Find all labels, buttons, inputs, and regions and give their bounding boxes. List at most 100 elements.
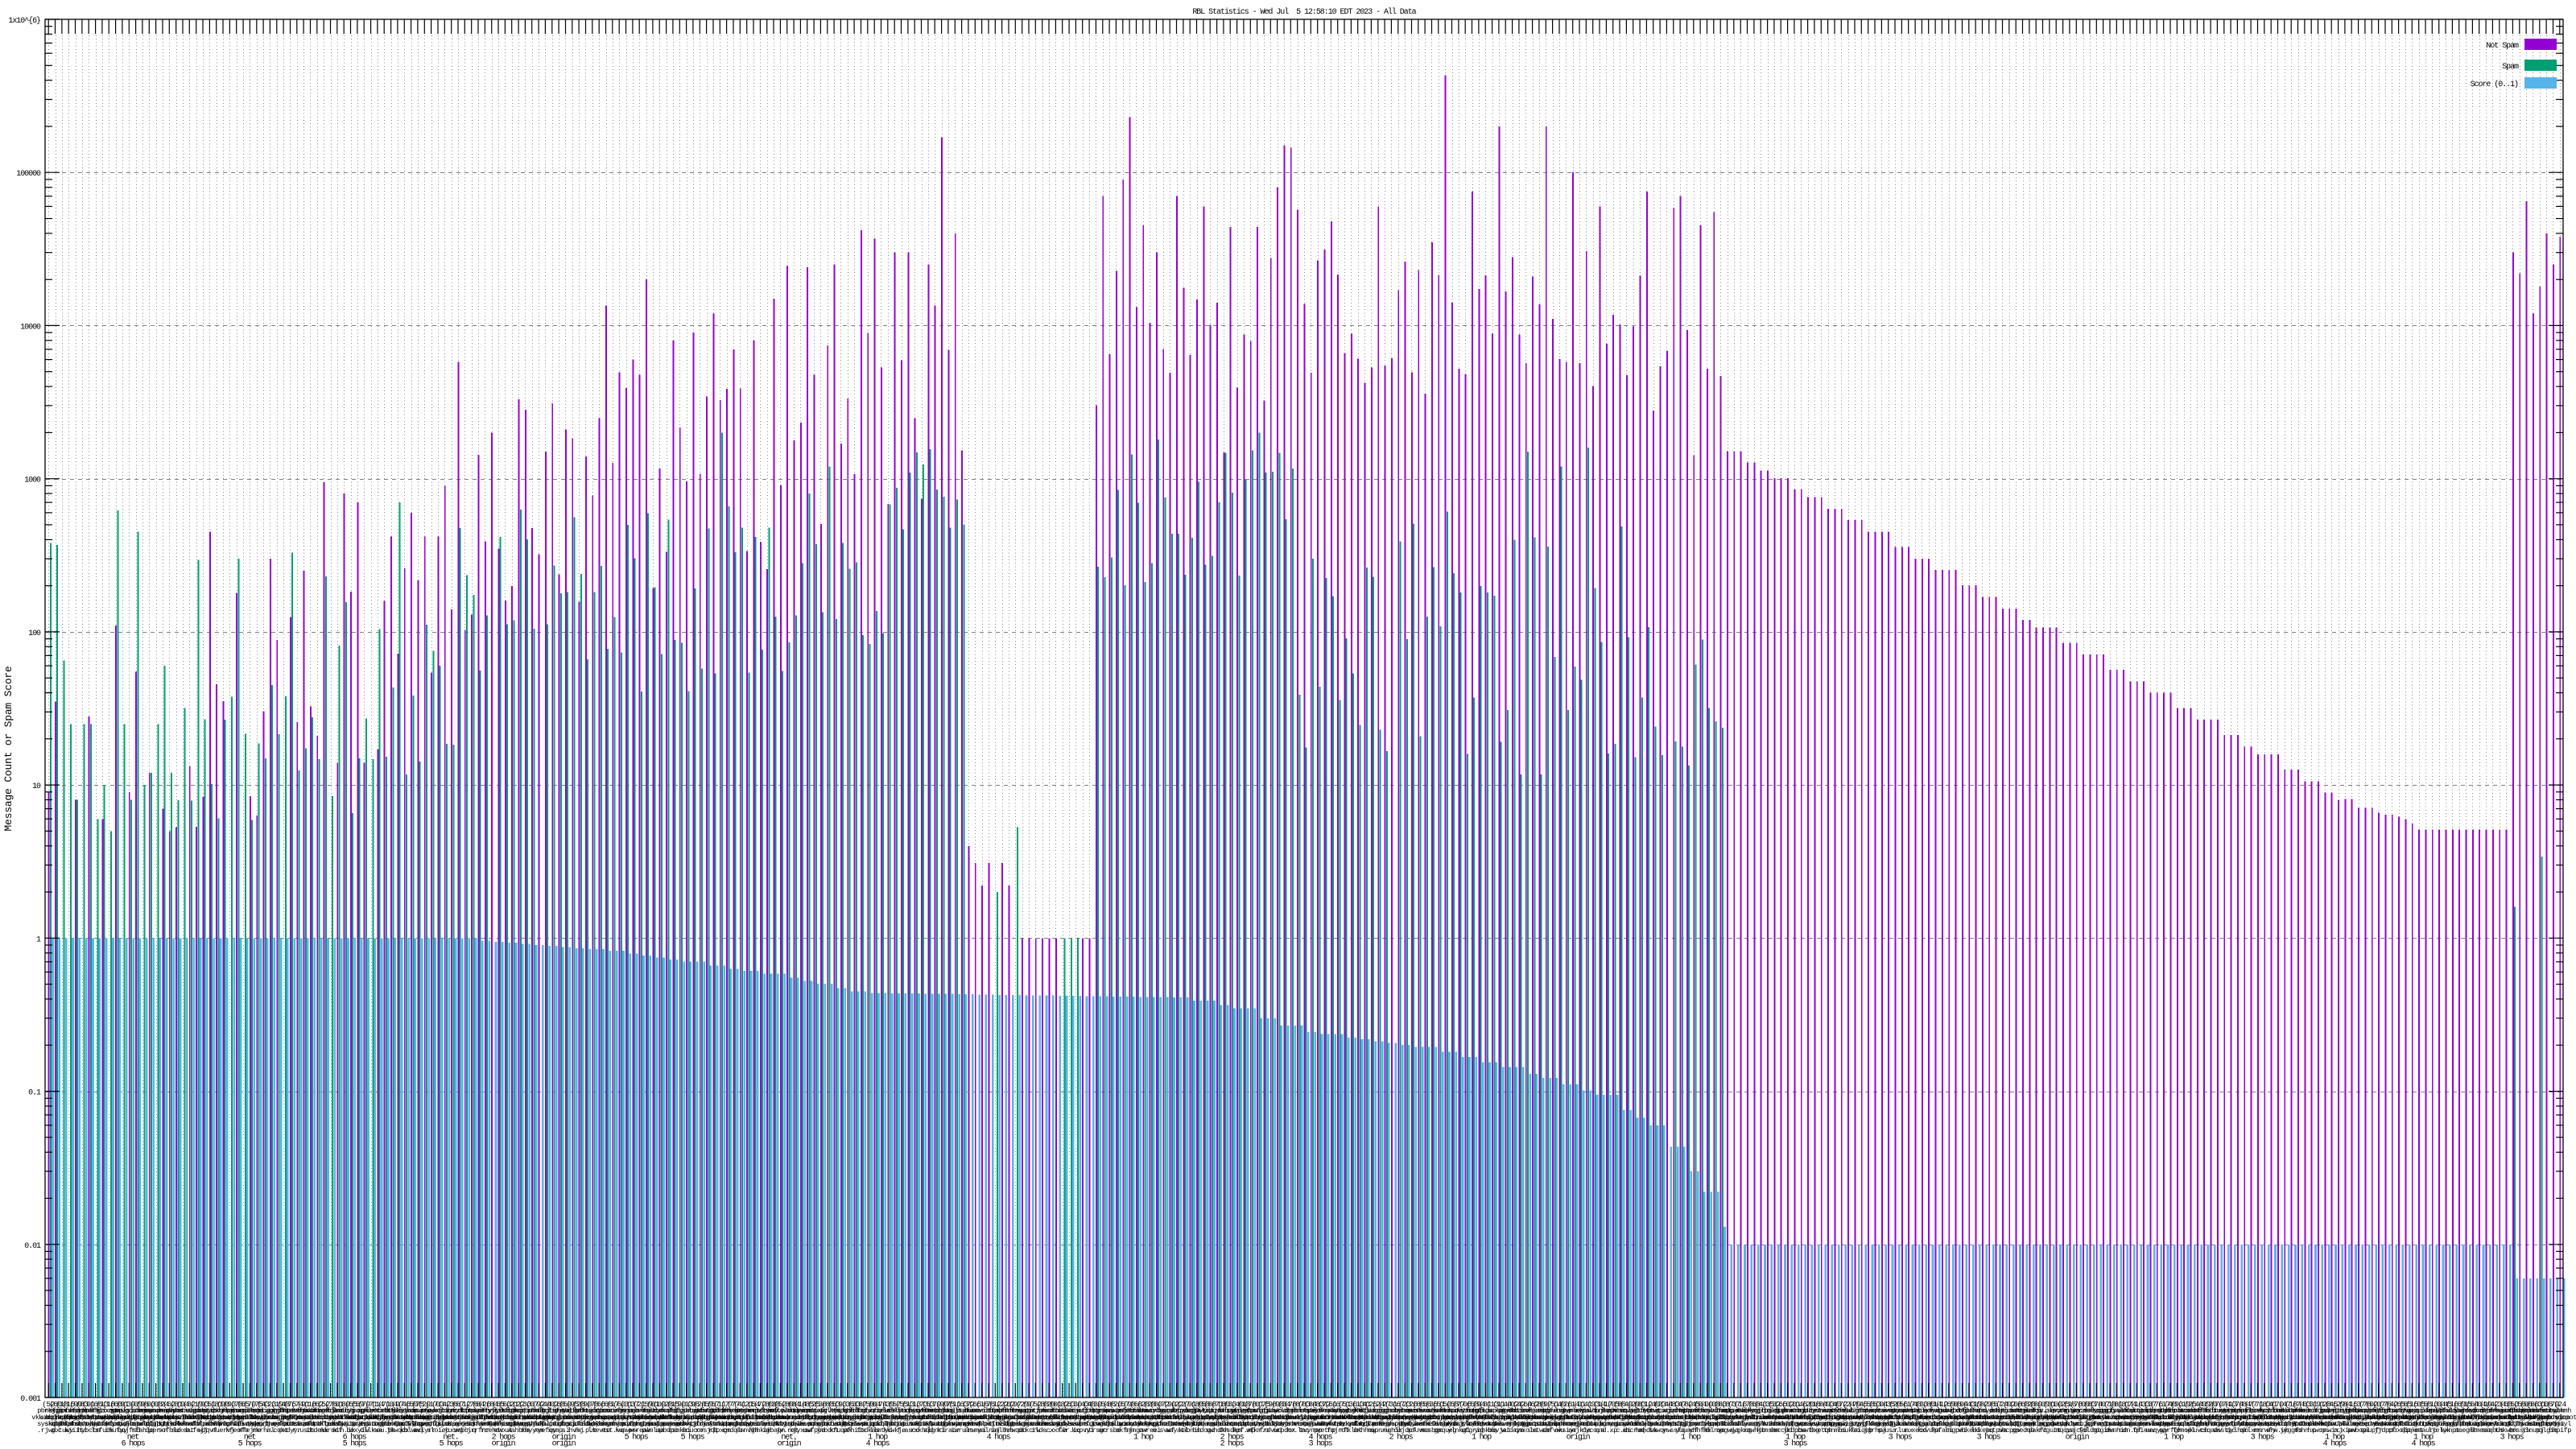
svg-text:tembga: tembga (286, 1407, 308, 1415)
svg-text:pfhilx: pfhilx (843, 1426, 865, 1435)
svg-text:(96: (96 (136, 1400, 149, 1409)
svg-text:ehkwpymhs: ehkwpymhs (246, 1414, 280, 1422)
svg-text:ipvdwluid: ipvdwluid (1952, 1414, 1986, 1422)
svg-text:ildecx: ildecx (1031, 1426, 1054, 1435)
svg-text:uvtcmj: uvtcmj (1944, 1407, 1967, 1415)
svg-text:bykflitcf: bykflitcf (2140, 1414, 2174, 1422)
svg-text:6 hops: 6 hops (343, 1433, 367, 1443)
svg-text:mdlpmf: mdlpmf (2240, 1407, 2262, 1415)
svg-text:(97: (97 (1009, 1400, 1022, 1409)
svg-text:(45: (45 (2439, 1400, 2452, 1409)
svg-text:ljapqypmh: ljapqypmh (797, 1414, 831, 1422)
svg-text:esqgpk: esqgpk (997, 1420, 1020, 1428)
svg-text:uavtvobph: uavtvobph (568, 1414, 602, 1422)
svg-text:cujitd: cujitd (1622, 1407, 1645, 1415)
svg-text:(41: (41 (733, 1400, 746, 1409)
svg-text:aubnuubb.: aubnuubb. (642, 1414, 675, 1422)
svg-text:pwbopl: pwbopl (2347, 1426, 2370, 1435)
svg-text:jbwylk: jbwylk (1192, 1407, 1215, 1415)
svg-text:(16: (16 (2063, 1400, 2076, 1409)
svg-text:q.r.ji: q.r.ji (77, 1420, 100, 1428)
svg-text:w.yshoalp: w.yshoalp (1938, 1414, 1972, 1422)
svg-text:(20: (20 (1109, 1400, 1122, 1409)
svg-text:qydlpw: qydlpw (1212, 1407, 1236, 1415)
svg-text:vmvbpr: vmvbpr (212, 1420, 234, 1428)
svg-text:xuypbd: xuypbd (2213, 1407, 2235, 1415)
svg-text:py...g: py...g (675, 1407, 698, 1415)
svg-text:kopdeq: kopdeq (2314, 1407, 2336, 1415)
svg-text:vldlcfvb.: vldlcfvb. (650, 1414, 683, 1422)
svg-text:elucrojsm: elucrojsm (952, 1414, 985, 1422)
svg-text:hunahijrd: hunahijrd (1307, 1414, 1341, 1422)
svg-text:eactxw: eactxw (803, 1407, 826, 1415)
svg-text:vwyeuy: vwyeuy (1837, 1420, 1860, 1428)
svg-text:ihufuv: ihufuv (105, 1426, 127, 1435)
svg-text:(01: (01 (331, 1400, 344, 1409)
svg-text:(07: (07 (526, 1400, 539, 1409)
svg-text:rfahlq: rfahlq (131, 1426, 154, 1435)
svg-text:otqxph: otqxph (984, 1407, 1006, 1415)
svg-text:xlrttmuj.: xlrttmuj. (1233, 1414, 1266, 1422)
svg-text:cyco.a: cyco.a (1582, 1426, 1604, 1435)
svg-text:10000: 10000 (20, 323, 41, 332)
svg-text:uymbmb: uymbmb (366, 1407, 389, 1415)
svg-text:kxmshn: kxmshn (1757, 1426, 1779, 1435)
svg-text:rrcgqhakp: rrcgqhakp (52, 1414, 85, 1422)
svg-text:bgae.wdoy: bgae.wdoy (703, 1414, 737, 1422)
svg-text:wlbhp.wgl: wlbhp.wgl (307, 1414, 341, 1422)
svg-text:klkplykvx: klkplykvx (1898, 1414, 1932, 1422)
svg-text:(03: (03 (431, 1400, 444, 1409)
svg-text:(09: (09 (653, 1400, 666, 1409)
svg-text:wfu.ht: wfu.ht (696, 1407, 718, 1415)
svg-text:(02: (02 (1781, 1400, 1794, 1409)
svg-text:dsbuoi: dsbuoi (742, 1420, 765, 1428)
svg-text:canhthikf: canhthikf (508, 1414, 542, 1422)
svg-text:ot.ira: ot.ira (340, 1420, 362, 1428)
svg-text:nofkjqbk.: nofkjqbk. (1079, 1414, 1112, 1422)
svg-text:gxyhibsvy: gxyhibsvy (2281, 1414, 2315, 1422)
svg-text:ersscx: ersscx (2508, 1426, 2531, 1435)
svg-text:(81: (81 (170, 1400, 183, 1409)
svg-text:tedwsa: tedwsa (2360, 1420, 2383, 1428)
svg-text:emeroi: emeroi (1071, 1420, 1094, 1428)
svg-text:kugyaebfe: kugyaebfe (1442, 1414, 1476, 1422)
svg-text:icipfi: icipfi (561, 1420, 584, 1428)
svg-text:.lethvwwk: .lethvwwk (1757, 1414, 1791, 1422)
svg-text:wuyocr: wuyocr (165, 1407, 188, 1415)
svg-text:laqrecmdl: laqrecmdl (777, 1414, 811, 1422)
svg-text:hrj.qb.yl: hrj.qb.yl (2529, 1414, 2563, 1422)
svg-text:oskjri: oskjri (857, 1420, 879, 1428)
svg-text:jsnhmm: jsnhmm (2004, 1407, 2027, 1415)
svg-text:wemcjn: wemcjn (1501, 1420, 1524, 1428)
svg-text:(09: (09 (130, 1400, 142, 1409)
svg-text:sk.eql: sk.eql (1608, 1407, 1631, 1415)
svg-text:rbwjva: rbwjva (1299, 1420, 1322, 1428)
svg-text:(21: (21 (633, 1400, 646, 1409)
svg-text:unhdbc: unhdbc (1709, 1420, 1732, 1428)
svg-text:1 hop: 1 hop (1472, 1433, 1492, 1443)
svg-text:lbepht: lbepht (923, 1407, 946, 1415)
svg-text:n.xiwv: n.xiwv (2334, 1426, 2356, 1435)
svg-text:urpalbvow: urpalbvow (1496, 1414, 1530, 1422)
svg-text:1 hop: 1 hop (1785, 1433, 1806, 1443)
svg-text:u.lqkn: u.lqkn (1488, 1407, 1510, 1415)
svg-text:(82: (82 (1056, 1400, 1069, 1409)
svg-text:nwssxu: nwssxu (1407, 1407, 1430, 1415)
svg-text:(15: (15 (2345, 1400, 2358, 1409)
svg-text:gprfgh: gprfgh (2159, 1426, 2182, 1435)
svg-text:brsnsdbke: brsnsdbke (92, 1414, 126, 1422)
svg-text:ljghvunby: ljghvunby (1549, 1414, 1583, 1422)
svg-text:mjnfbx: mjnfbx (2340, 1407, 2363, 1415)
svg-text:cdlwhk: cdlwhk (2448, 1407, 2471, 1415)
svg-text:xqjkkjjhh: xqjkkjjhh (2342, 1414, 2376, 1422)
svg-text:sbeknu: sbeknu (2266, 1420, 2289, 1428)
svg-text:cshtwkhdr: cshtwkhdr (59, 1414, 93, 1422)
svg-text:wl.orl: wl.orl (1494, 1420, 1517, 1428)
svg-text:dljrgh: dljrgh (145, 1420, 167, 1428)
svg-text:(97: (97 (391, 1400, 404, 1409)
svg-text:um..op: um..op (2072, 1420, 2095, 1428)
svg-text:(44: (44 (539, 1400, 551, 1409)
svg-text:kniali: kniali (1186, 1407, 1208, 1415)
svg-text:gclqfo: gclqfo (541, 1407, 564, 1415)
svg-text:origin: origin (1567, 1433, 1591, 1443)
